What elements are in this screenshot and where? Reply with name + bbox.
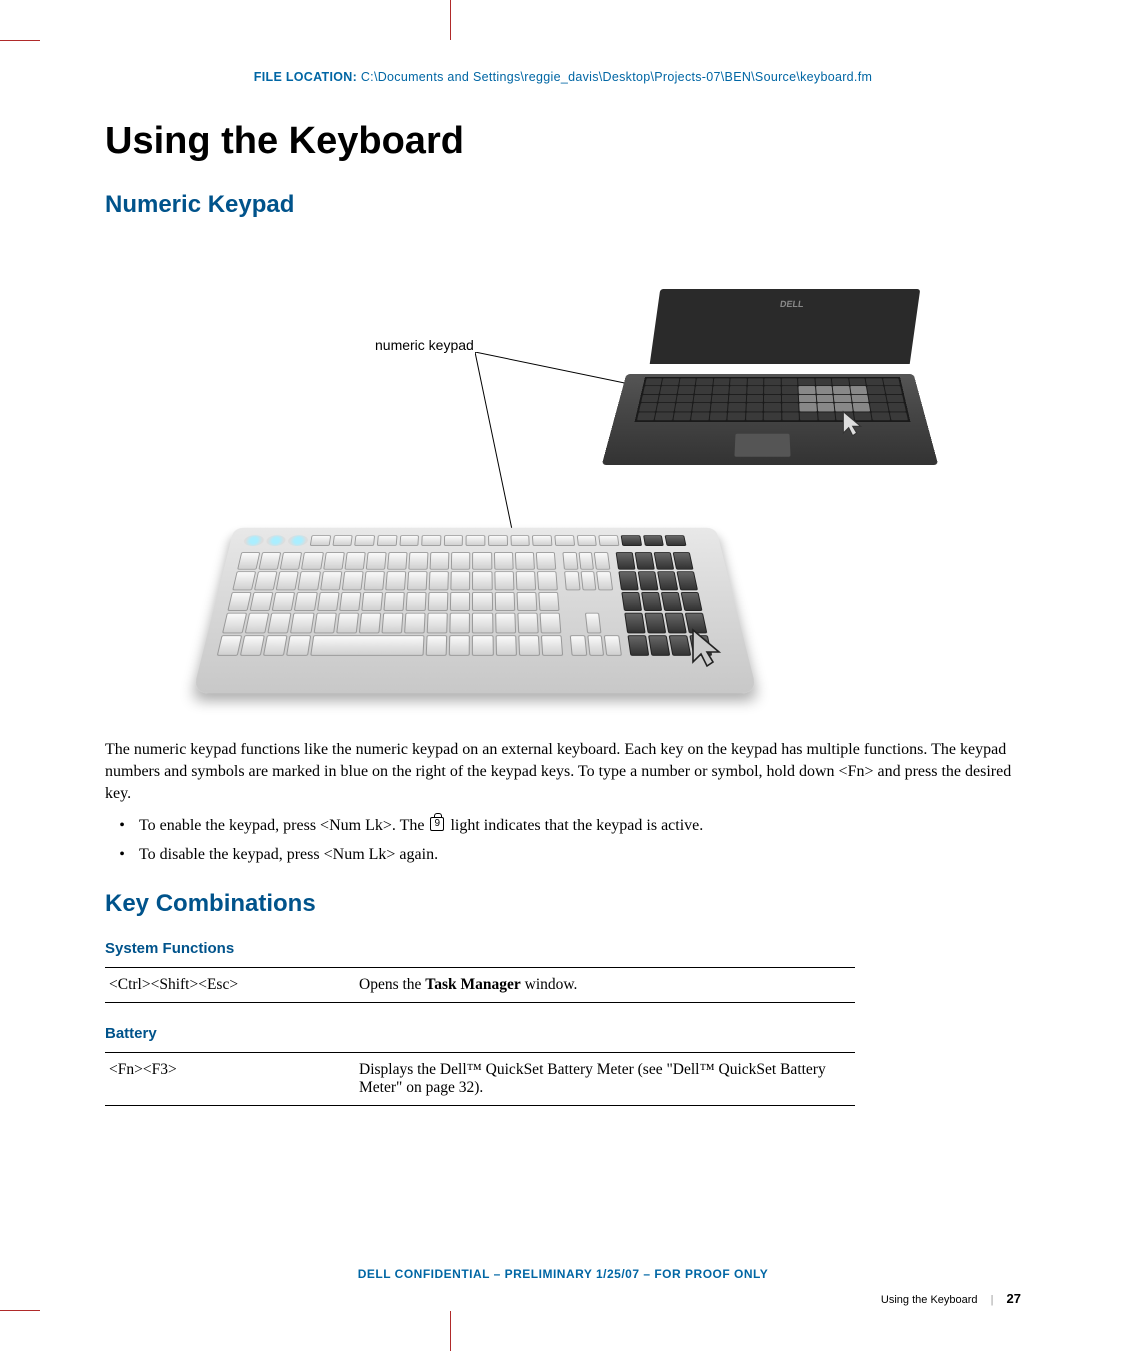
cursor-icon: [838, 409, 870, 441]
system-functions-table: <Ctrl><Shift><Esc> Opens the Task Manage…: [105, 967, 855, 1003]
numlock-icon: [430, 817, 444, 831]
desktop-kb-function-row: [243, 535, 687, 546]
section-key-combinations: Key Combinations: [105, 890, 1025, 918]
subsection-battery: Battery: [105, 1025, 1025, 1042]
table-row: <Ctrl><Shift><Esc> Opens the Task Manage…: [105, 968, 855, 1003]
bullet-list: • To enable the keypad, press <Num Lk>. …: [105, 815, 1025, 866]
file-location-path: C:\Documents and Settings\reggie_davis\D…: [361, 70, 872, 84]
page-title: Using the Keyboard: [105, 120, 1025, 163]
section-numeric-keypad: Numeric Keypad: [105, 191, 1025, 219]
desktop-keyboard-illustration: [193, 528, 758, 694]
body-paragraph: The numeric keypad functions like the nu…: [105, 739, 1025, 805]
page-number: 27: [1007, 1291, 1021, 1306]
bullet-text: To enable the keypad, press <Num Lk>. Th…: [139, 815, 1025, 837]
page-footer: Using the Keyboard | 27: [881, 1291, 1021, 1306]
key-combo-cell: <Fn><F3>: [105, 1053, 355, 1106]
footer-separator: |: [991, 1294, 994, 1306]
table-row: <Fn><F3> Displays the Dell™ QuickSet Bat…: [105, 1053, 855, 1106]
desktop-kb-nav-cluster: [562, 552, 622, 656]
bullet-dot: •: [105, 815, 139, 837]
list-item: • To disable the keypad, press <Num Lk> …: [105, 844, 1025, 866]
bullet-dot: •: [105, 844, 139, 866]
key-combo-cell: <Ctrl><Shift><Esc>: [105, 968, 355, 1003]
file-location-label: FILE LOCATION:: [254, 70, 357, 84]
crop-mark-top-v: [450, 0, 451, 40]
crop-mark-top-h: [0, 40, 40, 41]
bullet-text: To disable the keypad, press <Num Lk> ag…: [139, 844, 1025, 866]
key-desc-cell: Displays the Dell™ QuickSet Battery Mete…: [355, 1053, 855, 1106]
file-location-header: FILE LOCATION: C:\Documents and Settings…: [0, 70, 1126, 84]
desktop-kb-main-cluster: [217, 552, 563, 656]
crop-mark-bot-v: [450, 1311, 451, 1351]
laptop-touchpad: [734, 434, 790, 457]
keypad-figure: numeric keypad DELL: [205, 269, 925, 699]
page-content: Using the Keyboard Numeric Keypad numeri…: [105, 120, 1025, 1106]
confidential-footer: DELL CONFIDENTIAL – PRELIMINARY 1/25/07 …: [0, 1267, 1126, 1281]
laptop-brand-logo: DELL: [779, 299, 804, 309]
callout-numeric-keypad: numeric keypad: [375, 337, 474, 353]
laptop-illustration: DELL: [595, 289, 925, 489]
list-item: • To enable the keypad, press <Num Lk>. …: [105, 815, 1025, 837]
subsection-system-functions: System Functions: [105, 940, 1025, 957]
footer-section-title: Using the Keyboard: [881, 1294, 978, 1306]
battery-table: <Fn><F3> Displays the Dell™ QuickSet Bat…: [105, 1052, 855, 1106]
crop-mark-bot-h: [0, 1310, 40, 1311]
key-desc-cell: Opens the Task Manager window.: [355, 968, 855, 1003]
cursor-icon: [685, 626, 733, 674]
